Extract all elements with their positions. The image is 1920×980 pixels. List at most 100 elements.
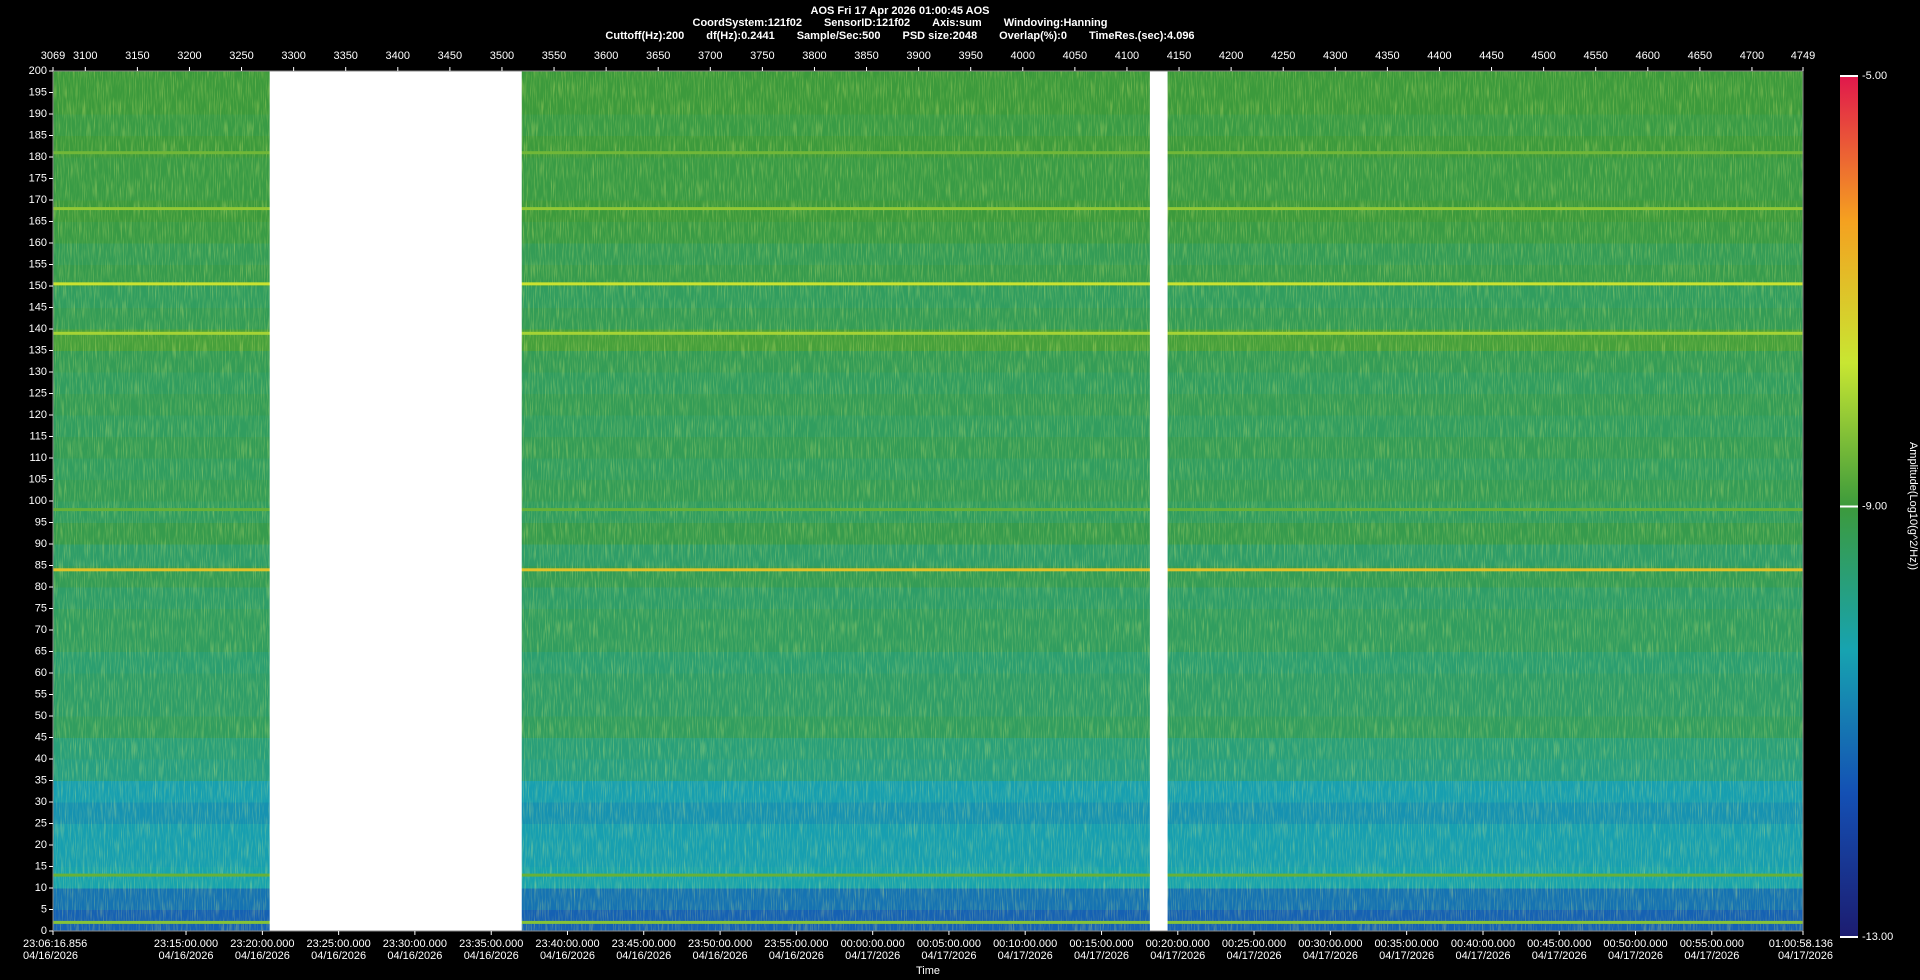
time-tick-label: 01:00:58.136 bbox=[1769, 938, 1833, 950]
y-tick-label: 55 bbox=[35, 688, 47, 700]
y-tick-label: 185 bbox=[29, 129, 47, 141]
info-item: TimeRes.(sec):4.096 bbox=[1089, 30, 1195, 42]
x-tick-label: 4450 bbox=[1479, 50, 1503, 62]
y-tick-label: 90 bbox=[35, 538, 47, 550]
x-tick-label: 4050 bbox=[1063, 50, 1087, 62]
colorbar-tick-label: -9.00 bbox=[1862, 500, 1887, 512]
y-tick-label: 60 bbox=[35, 667, 47, 679]
time-tick-label: 00:25:00.000 bbox=[1222, 938, 1286, 950]
time-tick-label: 23:20:00.000 bbox=[230, 938, 294, 950]
y-tick-label: 105 bbox=[29, 473, 47, 485]
info-item: Overlap(%):0 bbox=[999, 30, 1067, 42]
time-tick-date: 04/16/2026 bbox=[616, 950, 671, 962]
y-tick-label: 195 bbox=[29, 86, 47, 98]
x-tick-label: 3800 bbox=[802, 50, 826, 62]
y-tick-label: 0 bbox=[41, 925, 47, 937]
time-tick-label: 00:15:00.000 bbox=[1069, 938, 1133, 950]
colorbar-tick-label: -13.00 bbox=[1862, 931, 1893, 943]
time-tick-date: 04/17/2026 bbox=[1074, 950, 1129, 962]
y-tick-label: 170 bbox=[29, 194, 47, 206]
x-tick-label: 4100 bbox=[1115, 50, 1139, 62]
x-tick-label: 4600 bbox=[1636, 50, 1660, 62]
x-tick-label: 3500 bbox=[490, 50, 514, 62]
time-tick-date: 04/17/2026 bbox=[1778, 950, 1833, 962]
x-axis-title: Time bbox=[916, 965, 940, 977]
time-tick-date: 04/17/2026 bbox=[1532, 950, 1587, 962]
y-tick-label: 160 bbox=[29, 237, 47, 249]
y-tick-label: 165 bbox=[29, 215, 47, 227]
subtitle-item: Axis:sum bbox=[932, 17, 982, 29]
time-tick-date: 04/17/2026 bbox=[845, 950, 900, 962]
time-tick-label: 00:50:00.000 bbox=[1603, 938, 1667, 950]
time-tick-label: 00:30:00.000 bbox=[1298, 938, 1362, 950]
info-item: Cuttoff(Hz):200 bbox=[605, 30, 684, 42]
x-tick-label: 4500 bbox=[1531, 50, 1555, 62]
info-item: PSD size:2048 bbox=[903, 30, 978, 42]
time-tick-label: 23:55:00.000 bbox=[764, 938, 828, 950]
y-tick-label: 130 bbox=[29, 366, 47, 378]
y-tick-label: 25 bbox=[35, 817, 47, 829]
time-tick-label: 23:30:00.000 bbox=[383, 938, 447, 950]
data-gap bbox=[269, 71, 522, 931]
y-tick-label: 120 bbox=[29, 409, 47, 421]
spectral-line bbox=[53, 151, 1803, 155]
time-tick-label: 00:45:00.000 bbox=[1527, 938, 1591, 950]
time-tick-label: 00:40:00.000 bbox=[1451, 938, 1515, 950]
colorbar-tick-label: -5.00 bbox=[1862, 70, 1887, 82]
time-tick-label: 23:15:00.000 bbox=[154, 938, 218, 950]
x-tick-label: 4650 bbox=[1688, 50, 1712, 62]
time-tick-date: 04/17/2026 bbox=[1379, 950, 1434, 962]
spectral-line bbox=[53, 331, 1803, 335]
time-tick-label: 23:35:00.000 bbox=[459, 938, 523, 950]
x-tick-label: 3350 bbox=[333, 50, 357, 62]
spectral-line bbox=[53, 282, 1803, 286]
x-tick-label: 4150 bbox=[1167, 50, 1191, 62]
x-tick-label: 4550 bbox=[1583, 50, 1607, 62]
y-tick-label: 175 bbox=[29, 172, 47, 184]
subtitle-line: CoordSystem:121f02 SensorID:121f02 Axis:su… bbox=[693, 17, 1108, 29]
time-tick-date: 04/17/2026 bbox=[1608, 950, 1663, 962]
x-tick-label: 4200 bbox=[1219, 50, 1243, 62]
x-tick-label: 3200 bbox=[177, 50, 201, 62]
data-gap bbox=[1149, 71, 1168, 931]
y-tick-label: 140 bbox=[29, 323, 47, 335]
y-tick-label: 50 bbox=[35, 710, 47, 722]
x-tick-label: 4749 bbox=[1791, 50, 1815, 62]
x-tick-label: 3600 bbox=[594, 50, 618, 62]
y-tick-label: 110 bbox=[29, 452, 47, 464]
y-tick-label: 80 bbox=[35, 581, 47, 593]
y-tick-label: 155 bbox=[29, 258, 47, 270]
time-tick-date: 04/17/2026 bbox=[1303, 950, 1358, 962]
y-tick-label: 70 bbox=[35, 624, 47, 636]
time-tick-date: 04/16/2026 bbox=[693, 950, 748, 962]
x-tick-label: 4700 bbox=[1740, 50, 1764, 62]
time-tick-date: 04/16/2026 bbox=[311, 950, 366, 962]
time-tick-label: 23:25:00.000 bbox=[307, 938, 371, 950]
y-tick-label: 95 bbox=[35, 516, 47, 528]
time-tick-label: 23:45:00.000 bbox=[612, 938, 676, 950]
spectral-line bbox=[53, 508, 1803, 512]
x-tick-label: 3850 bbox=[854, 50, 878, 62]
x-tick-label: 3700 bbox=[698, 50, 722, 62]
subtitle-item: CoordSystem:121f02 bbox=[693, 17, 802, 29]
time-tick-date: 04/16/2026 bbox=[387, 950, 442, 962]
x-tick-label: 3750 bbox=[750, 50, 774, 62]
y-tick-label: 45 bbox=[35, 731, 47, 743]
y-tick-label: 15 bbox=[35, 860, 47, 872]
x-tick-label: 3250 bbox=[229, 50, 253, 62]
x-tick-label: 3650 bbox=[646, 50, 670, 62]
time-tick-label: 23:40:00.000 bbox=[535, 938, 599, 950]
x-tick-label: 4000 bbox=[1011, 50, 1035, 62]
time-tick-label: 00:05:00.000 bbox=[917, 938, 981, 950]
x-tick-label: 3150 bbox=[125, 50, 149, 62]
time-tick-date: 04/17/2026 bbox=[1684, 950, 1739, 962]
time-tick-label: 00:10:00.000 bbox=[993, 938, 1057, 950]
plot-area bbox=[53, 71, 1803, 932]
y-tick-label: 85 bbox=[35, 559, 47, 571]
time-tick-date: 04/17/2026 bbox=[1227, 950, 1282, 962]
y-tick-label: 10 bbox=[35, 882, 47, 894]
x-tick-label: 4300 bbox=[1323, 50, 1347, 62]
spectral-line bbox=[53, 873, 1803, 877]
spectral-line bbox=[53, 920, 1803, 924]
time-tick-date: 04/17/2026 bbox=[998, 950, 1053, 962]
